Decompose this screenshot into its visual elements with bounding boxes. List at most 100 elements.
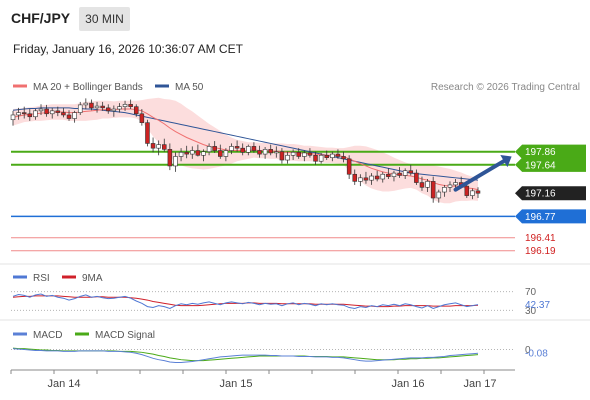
candle-body-up (33, 110, 38, 118)
candle (105, 104, 111, 114)
candle-body-up (402, 170, 408, 176)
arrow-shaft (453, 159, 506, 192)
candle-body-up (246, 146, 251, 153)
candle-body-up (72, 112, 77, 119)
level-tag-label: 196.41 (525, 233, 556, 244)
candle (72, 110, 77, 123)
candle (184, 145, 189, 159)
level-tag-label: 196.19 (525, 246, 556, 257)
macd-level-label: 0 (525, 345, 531, 356)
candle-body-up (447, 184, 453, 188)
candle (285, 151, 290, 164)
legend-ma20-label: MA 20 + Bollinger Bands (33, 82, 143, 93)
candle (61, 107, 66, 118)
candle (402, 168, 408, 179)
legend-rsi-label: RSI (33, 273, 50, 284)
candle-body-up (358, 177, 363, 182)
candle-body-up (285, 154, 290, 161)
candle (21, 106, 27, 119)
candle-body-down (296, 152, 301, 157)
candle-body-down (464, 185, 470, 196)
candle (89, 99, 94, 111)
candlesticks (10, 98, 481, 203)
candle (324, 150, 329, 161)
candle-body-up (201, 151, 206, 156)
candle (408, 164, 414, 176)
x-axis-tick-label: Jan 15 (219, 378, 252, 390)
candle-body-up (229, 146, 234, 151)
level-tag-pivot (515, 209, 586, 224)
x-axis: Jan 14 Jan 15 Jan 16 Jan 17 (10, 370, 497, 390)
candle (374, 170, 380, 182)
candle (414, 169, 419, 185)
candle-body-down (324, 154, 329, 158)
x-axis-tick-label: Jan 16 (391, 378, 424, 390)
candle (290, 149, 296, 161)
candle-body-down (251, 146, 257, 151)
candle (447, 181, 453, 193)
candle (246, 144, 251, 156)
rsi-current-value: 42.37 (525, 300, 550, 311)
candle-body-up (330, 153, 335, 158)
macd-current-value: -0.08 (525, 349, 548, 360)
candle (49, 107, 55, 119)
rsi-level-label: 30 (525, 306, 537, 317)
candle-body-down (414, 172, 419, 183)
legend-ma50-swatch (155, 84, 169, 88)
candle (358, 174, 363, 187)
candle (330, 151, 335, 162)
candle-body-up (77, 104, 83, 113)
candle-body-down (279, 151, 285, 161)
candle (190, 146, 195, 159)
candle (335, 149, 341, 159)
candle (162, 138, 167, 152)
candle-body-down (66, 114, 72, 119)
candle-body-down (341, 156, 346, 160)
candle (380, 171, 386, 183)
candle-body-down (374, 175, 380, 180)
candle-body-down (150, 143, 156, 149)
candle-body-down (27, 113, 33, 118)
rsi-line (12, 293, 479, 310)
candle (274, 146, 279, 158)
candle-body-up (453, 182, 458, 186)
candle-body-down (145, 122, 150, 144)
candle-body-up (470, 190, 475, 196)
candle (111, 105, 117, 117)
legend-macd-signal-swatch (75, 332, 89, 336)
candle (251, 142, 257, 153)
candle-body-down (184, 152, 189, 155)
candle (346, 155, 352, 179)
candle (352, 169, 358, 185)
candle-body-up (302, 152, 307, 157)
candle (419, 176, 425, 191)
candle-body-up (380, 173, 386, 180)
level-tag-last_price (515, 186, 586, 201)
candle (341, 151, 346, 163)
candle (206, 143, 212, 156)
candle (229, 143, 234, 155)
legend-rsi-ma-label: 9MA (82, 273, 103, 284)
candle (279, 148, 285, 164)
candle-body-down (139, 113, 145, 123)
candle-body-down (89, 102, 94, 109)
candle-body-up (223, 150, 229, 157)
candle-body-up (190, 150, 195, 155)
rsi-level-label: 70 (525, 287, 537, 298)
legend-rsi-ma-swatch (62, 275, 76, 279)
candle (33, 109, 38, 120)
timeframe-label: 30 MIN (85, 12, 124, 26)
candle (436, 189, 442, 203)
legend-macd-swatch (13, 332, 27, 336)
candle (363, 171, 369, 184)
candle-body-down (307, 152, 313, 156)
candle (10, 110, 16, 126)
timeframe-badge[interactable] (79, 7, 130, 31)
candle-body-up (49, 110, 55, 115)
candle-body-up (111, 108, 117, 112)
candle-body-up (369, 175, 374, 181)
candle (240, 143, 245, 156)
candle (173, 152, 178, 172)
candle (139, 109, 145, 126)
